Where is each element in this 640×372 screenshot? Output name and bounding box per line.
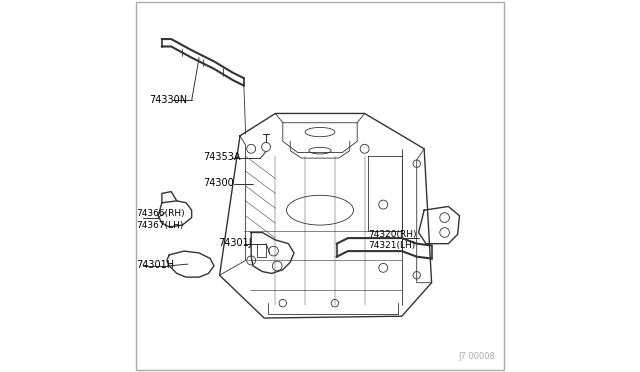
Text: 74366(RH)
74367(LH): 74366(RH) 74367(LH) [136, 209, 184, 230]
Text: 74300: 74300 [203, 179, 234, 188]
Text: 74301J: 74301J [218, 238, 252, 248]
Text: 74330N: 74330N [149, 95, 187, 105]
Text: 74301H: 74301H [136, 260, 174, 270]
Text: 74353A: 74353A [203, 153, 241, 162]
Text: 74320(RH)
74321(LH): 74320(RH) 74321(LH) [369, 230, 417, 250]
Text: J7 00008: J7 00008 [458, 352, 495, 361]
